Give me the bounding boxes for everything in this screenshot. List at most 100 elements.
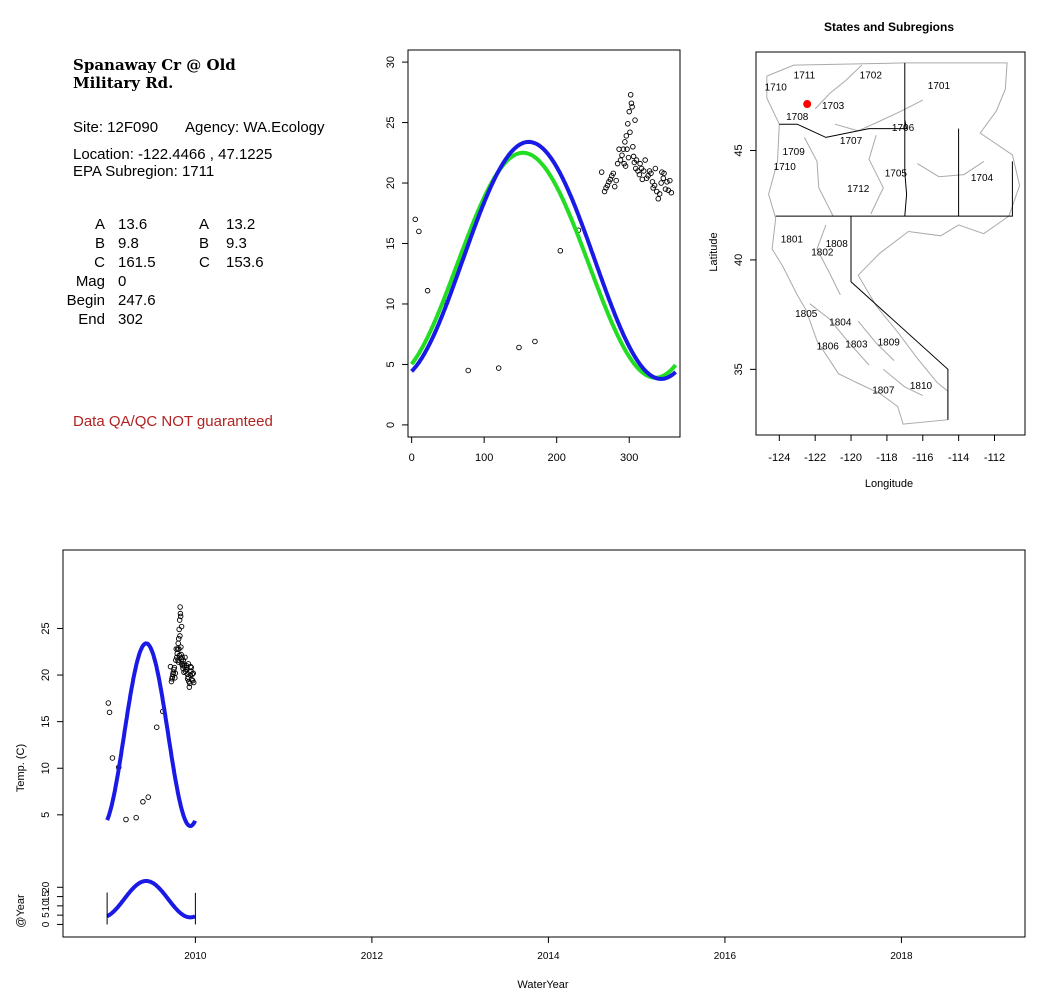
- param-row: Mag 0: [0, 273, 340, 292]
- ts-x-tick-label: 2014: [537, 951, 560, 962]
- data-point: [630, 143, 636, 150]
- region-label: 1702: [860, 70, 883, 81]
- ts-data-point: [186, 684, 193, 690]
- ts-y-tick-label: 5: [40, 812, 52, 818]
- x-tick-label: 100: [475, 452, 493, 464]
- location-label: Location: -122.4466 , 47.1225: [73, 146, 273, 163]
- site-marker: [803, 100, 812, 109]
- region-label: 1712: [847, 184, 870, 195]
- data-point: [633, 157, 640, 163]
- region-label: 1802: [811, 248, 834, 259]
- region-label: 1704: [971, 173, 994, 184]
- data-point: [516, 344, 522, 351]
- data-point: [664, 179, 670, 185]
- data-point: [557, 248, 564, 254]
- subregion-divide: [803, 137, 834, 217]
- map-x-tick-label: -114: [948, 452, 969, 464]
- ts-data-point: [176, 617, 183, 623]
- region-label: 1801: [781, 234, 804, 245]
- map-x-tick-label: -116: [912, 452, 933, 464]
- data-point: [632, 117, 638, 123]
- ts-data-point: [178, 623, 185, 630]
- ts-data-point: [188, 664, 195, 671]
- param-value2: 13.2: [226, 216, 256, 233]
- y-tick-label: 20: [385, 177, 397, 189]
- ts-data-point: [106, 709, 113, 716]
- data-point: [662, 186, 669, 192]
- ts-data-point: [172, 670, 179, 676]
- ts-data-point: [177, 610, 184, 617]
- data-point: [636, 171, 643, 178]
- param-row: A 13.6 A 13.2: [0, 216, 340, 235]
- map-xlabel: Longitude: [865, 478, 913, 490]
- ts-data-point: [123, 816, 129, 823]
- y-tick-label: 25: [385, 116, 397, 128]
- region-label: 1705: [885, 169, 908, 180]
- ts-data-point: [178, 644, 184, 650]
- data-point: [416, 228, 422, 235]
- data-point: [626, 108, 632, 115]
- ts-ylabel2: @Year: [15, 894, 27, 928]
- ts-data-point: [177, 613, 184, 620]
- station-name-line1: Spanaway Cr @ Old: [73, 56, 236, 74]
- param-label: A: [94, 216, 105, 233]
- data-point: [656, 191, 663, 197]
- region-label: 1709: [783, 147, 806, 158]
- agency-label: Agency: WA.Ecology: [185, 119, 325, 136]
- ts-x-tick-label: 2010: [184, 951, 207, 962]
- y-tick-label: 0: [385, 422, 397, 428]
- data-point: [655, 196, 661, 202]
- map-y-tick-label: 45: [733, 144, 745, 156]
- data-point: [610, 170, 617, 177]
- data-point: [639, 176, 646, 183]
- param-value: 13.6: [118, 216, 148, 233]
- state-border: [850, 216, 949, 420]
- subregion-divide: [809, 303, 870, 366]
- subregion-map: States and Subregions Longitude Latitude…: [708, 20, 1026, 490]
- ts-data-point: [189, 671, 195, 677]
- subregion-divide: [816, 224, 841, 296]
- param-row: B 9.8 B 9.3: [0, 235, 340, 254]
- param-row: Begin 247.6: [0, 292, 340, 311]
- map-x-tick-label: -120: [840, 452, 862, 464]
- ts-ylabel: Temp. (C): [15, 744, 27, 792]
- ts-data-point: [109, 755, 116, 761]
- data-point: [465, 367, 471, 374]
- region-label: 1701: [928, 81, 951, 92]
- ts-y2-tick-label: 15: [41, 891, 52, 903]
- ts-data-point: [105, 700, 112, 706]
- ts-data-point: [180, 657, 187, 663]
- map-ylabel: Latitude: [708, 232, 720, 271]
- ts-y2-tick-label: 5: [41, 912, 52, 918]
- state-border: [779, 119, 908, 138]
- ts-data-point: [190, 670, 196, 676]
- param-value: 161.5: [118, 254, 156, 271]
- ts-data-point: [177, 604, 183, 610]
- param-label: End: [78, 311, 105, 328]
- data-point: [627, 91, 634, 98]
- data-point: [620, 146, 627, 152]
- data-point: [637, 160, 643, 167]
- data-point: [614, 160, 621, 167]
- data-point: [624, 146, 630, 152]
- data-point: [619, 152, 625, 158]
- data-point: [628, 100, 635, 106]
- ts-data-point: [171, 664, 178, 671]
- param-value: 9.8: [118, 235, 139, 252]
- data-point: [661, 170, 667, 177]
- region-label: 1805: [795, 309, 818, 320]
- data-point: [652, 165, 659, 172]
- map-x-tick-label: -112: [984, 452, 1005, 464]
- param-value: 302: [118, 311, 144, 328]
- data-point: [629, 104, 635, 110]
- qa-note: Data QA/QC NOT guaranteed: [73, 413, 273, 430]
- y-tick-label: 30: [385, 56, 397, 68]
- param-value2: 153.6: [226, 254, 264, 271]
- x-tick-label: 0: [409, 452, 415, 464]
- param-label: C: [94, 254, 105, 271]
- data-point: [598, 169, 605, 175]
- region-label: 1809: [878, 337, 901, 348]
- subregion-divide: [834, 99, 924, 132]
- data-point: [625, 121, 631, 127]
- data-point: [424, 287, 431, 294]
